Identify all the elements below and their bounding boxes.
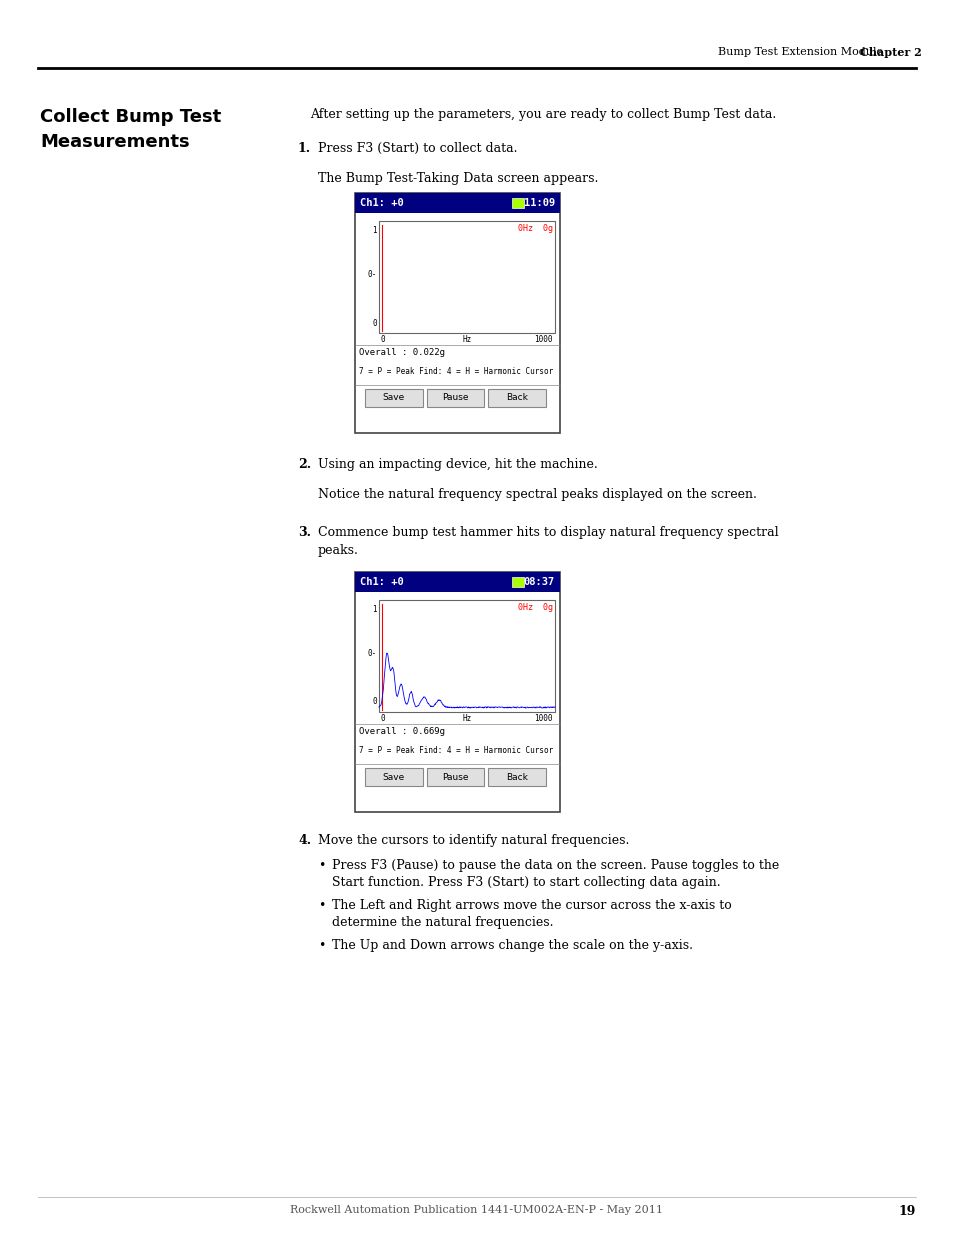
- Bar: [488, 389, 545, 408]
- Text: Measurements: Measurements: [40, 133, 190, 151]
- Text: 4.: 4.: [297, 834, 311, 847]
- Text: Save: Save: [382, 394, 404, 403]
- Text: •: •: [317, 939, 325, 952]
- Text: The Bump Test-Taking Data screen appears.: The Bump Test-Taking Data screen appears…: [317, 172, 598, 185]
- Text: 0-: 0-: [367, 650, 376, 658]
- Text: Chapter 2: Chapter 2: [859, 47, 921, 58]
- Text: 0: 0: [380, 335, 385, 345]
- Text: determine the natural frequencies.: determine the natural frequencies.: [332, 916, 553, 929]
- Text: Overall : 0.669g: Overall : 0.669g: [358, 727, 444, 736]
- Text: 7 = P = Peak Find: 4 = H = Harmonic Cursor: 7 = P = Peak Find: 4 = H = Harmonic Curs…: [358, 746, 553, 755]
- Bar: [488, 768, 545, 785]
- Text: 0Hz  0g: 0Hz 0g: [517, 603, 553, 613]
- Text: The Left and Right arrows move the cursor across the x-axis to: The Left and Right arrows move the curso…: [332, 899, 731, 911]
- Text: Collect Bump Test: Collect Bump Test: [40, 107, 221, 126]
- Text: Commence bump test hammer hits to display natural frequency spectral: Commence bump test hammer hits to displa…: [317, 526, 778, 538]
- Text: 0Hz  0g: 0Hz 0g: [517, 224, 553, 233]
- Text: 0: 0: [380, 714, 385, 722]
- Bar: [512, 577, 523, 587]
- Text: The Up and Down arrows change the scale on the y-axis.: The Up and Down arrows change the scale …: [332, 939, 692, 952]
- Text: 0: 0: [372, 698, 376, 706]
- Text: Ch1: +0: Ch1: +0: [359, 577, 403, 587]
- Text: Bump Test Extension Module: Bump Test Extension Module: [718, 47, 882, 57]
- Text: 3.: 3.: [297, 526, 311, 538]
- Text: Back: Back: [506, 773, 528, 782]
- Text: Back: Back: [506, 394, 528, 403]
- Text: Rockwell Automation Publication 1441-UM002A-EN-P - May 2011: Rockwell Automation Publication 1441-UM0…: [291, 1205, 662, 1215]
- Bar: [355, 572, 559, 811]
- Text: •: •: [317, 899, 325, 911]
- Text: Press F3 (Pause) to pause the data on the screen. Pause toggles to the: Press F3 (Pause) to pause the data on th…: [332, 860, 779, 872]
- Bar: [355, 572, 559, 592]
- Text: 1.: 1.: [297, 142, 311, 156]
- Text: 7 = P = Peak Find: 4 = H = Harmonic Cursor: 7 = P = Peak Find: 4 = H = Harmonic Curs…: [358, 367, 553, 375]
- Text: 0: 0: [372, 319, 376, 327]
- Text: 1000: 1000: [534, 714, 553, 722]
- Text: 1: 1: [372, 605, 376, 614]
- Text: Hz: Hz: [462, 335, 471, 345]
- Text: 08:37: 08:37: [523, 577, 555, 587]
- Bar: [378, 221, 555, 333]
- Text: Ch1: +0: Ch1: +0: [359, 198, 403, 207]
- Bar: [355, 193, 559, 212]
- Bar: [426, 389, 484, 408]
- Text: Pause: Pause: [442, 773, 468, 782]
- Text: Save: Save: [382, 773, 404, 782]
- Text: Hz: Hz: [462, 714, 471, 722]
- Text: After setting up the parameters, you are ready to collect Bump Test data.: After setting up the parameters, you are…: [310, 107, 776, 121]
- Text: Press F3 (Start) to collect data.: Press F3 (Start) to collect data.: [317, 142, 517, 156]
- Text: 19: 19: [898, 1205, 915, 1218]
- Text: Move the cursors to identify natural frequencies.: Move the cursors to identify natural fre…: [317, 834, 629, 847]
- Text: •: •: [317, 860, 325, 872]
- Text: Using an impacting device, hit the machine.: Using an impacting device, hit the machi…: [317, 458, 598, 471]
- Bar: [365, 389, 422, 408]
- Bar: [512, 198, 523, 207]
- Text: Start function. Press F3 (Start) to start collecting data again.: Start function. Press F3 (Start) to star…: [332, 876, 720, 889]
- Text: 11:09: 11:09: [523, 198, 555, 207]
- Text: Pause: Pause: [442, 394, 468, 403]
- Text: Notice the natural frequency spectral peaks displayed on the screen.: Notice the natural frequency spectral pe…: [317, 488, 756, 501]
- Text: 1000: 1000: [534, 335, 553, 345]
- Bar: [365, 768, 422, 785]
- Bar: [355, 193, 559, 433]
- Text: peaks.: peaks.: [317, 543, 358, 557]
- Bar: [426, 768, 484, 785]
- Text: Overall : 0.022g: Overall : 0.022g: [358, 348, 444, 357]
- Text: 1: 1: [372, 226, 376, 235]
- Text: 0-: 0-: [367, 270, 376, 279]
- Bar: [378, 600, 555, 713]
- Text: 2.: 2.: [297, 458, 311, 471]
